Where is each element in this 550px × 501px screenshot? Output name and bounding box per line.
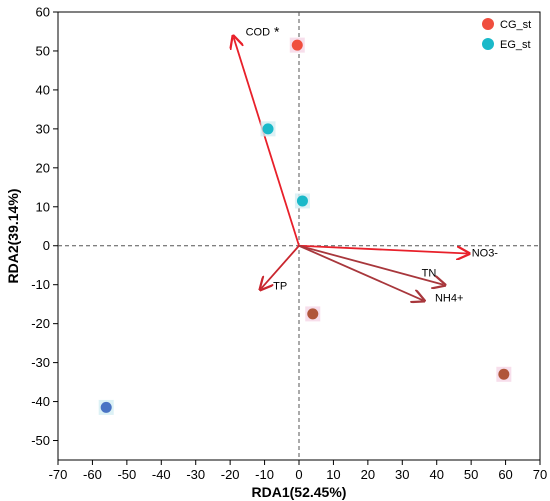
x-tick-label: 10 [326,467,340,482]
point-eg-st [296,195,308,207]
y-tick-label: 0 [43,238,50,253]
x-tick-label: 30 [395,467,409,482]
vector-label: COD [246,26,270,38]
y-axis-title: RDA2(39.14%) [5,189,21,284]
y-tick-label: 30 [36,121,50,136]
x-tick-label: -30 [186,467,205,482]
x-tick-label: 70 [533,467,547,482]
legend-label: CG_st [500,19,531,31]
point-eg-st [262,123,274,135]
x-axis-title: RDA1(52.45%) [252,484,347,500]
point-cg-st [291,39,303,51]
y-tick-label: 50 [36,43,50,58]
legend-marker [482,38,494,50]
y-tick-label: 20 [36,160,50,175]
vector-label: NH4+ [435,292,463,304]
reference-lines [58,12,540,460]
x-tick-label: -70 [49,467,68,482]
point-cg-st [307,308,319,320]
vector-label: NO3- [472,248,499,260]
x-tick-label: -20 [221,467,240,482]
axis-ticks: -70 -60 -50 -40 -30 -20 -10 0 10 20 30 40 50 60 70 -50 -… [31,5,547,483]
x-tick-label: -50 [117,467,136,482]
point-cg-st [498,368,510,380]
vector-nh4 [298,244,423,301]
vector-label: TP [273,281,287,293]
vector-tp [261,245,300,289]
vector-tn [298,244,444,285]
x-tick-label: 60 [498,467,512,482]
point-eg-st [100,401,112,413]
vector-no3 [298,244,468,254]
y-tick-label: 10 [36,199,50,214]
significance-marker: * [274,23,280,39]
x-tick-label: 20 [361,467,375,482]
y-tick-label: -40 [31,394,50,409]
vector-label: TN [422,268,437,280]
vector-cod [234,37,300,247]
legend-marker [482,18,494,30]
x-tick-label: 50 [464,467,478,482]
y-tick-label: -20 [31,316,50,331]
sample-points [98,37,512,415]
y-tick-label: -50 [31,433,50,448]
x-tick-label: 40 [429,467,443,482]
x-tick-label: -40 [152,467,171,482]
y-tick-label: -30 [31,355,50,370]
x-tick-label: 0 [295,467,302,482]
legend-label: EG_st [500,39,531,51]
y-tick-label: 60 [36,5,50,20]
y-tick-label: -10 [31,277,50,292]
x-tick-label: -60 [83,467,102,482]
y-tick-label: 40 [36,82,50,97]
environmental-vectors: COD * NO3- TN NH4+ TP [234,23,499,304]
legend: CG_st EG_st [482,18,531,51]
x-tick-label: -10 [255,467,274,482]
